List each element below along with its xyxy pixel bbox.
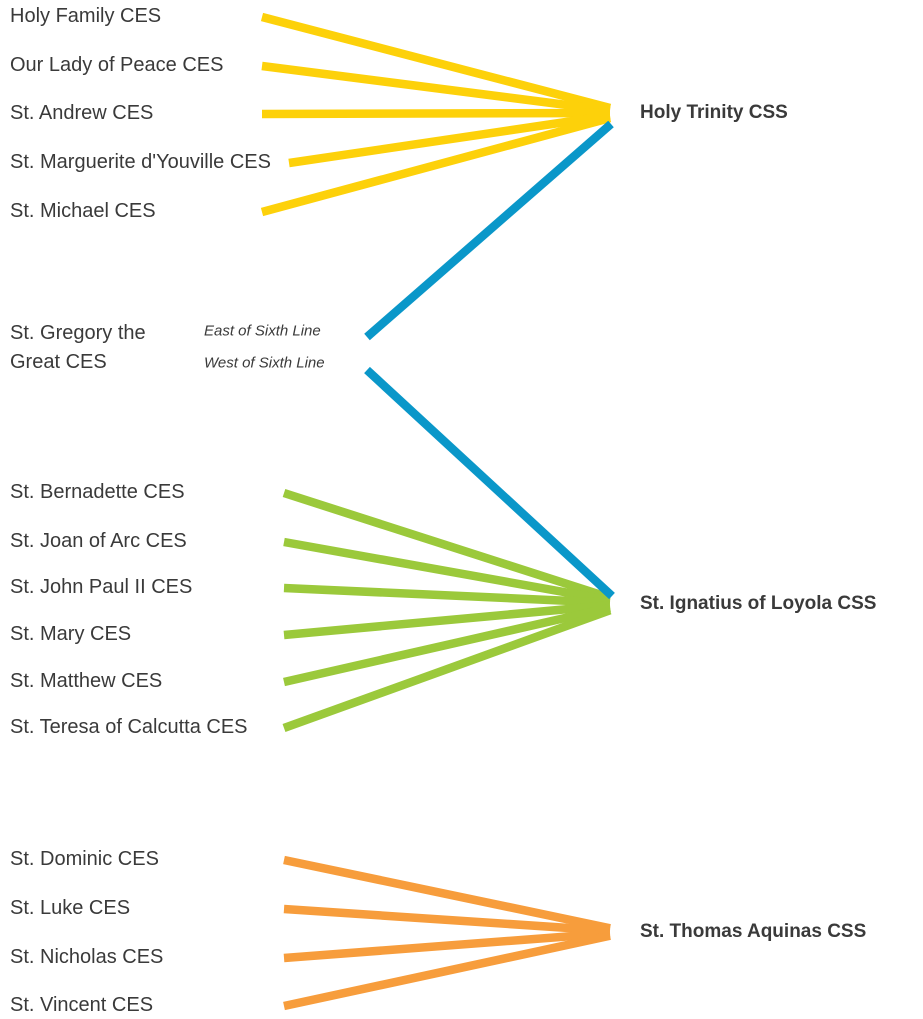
- feeder-school: St. Vincent CES: [10, 994, 154, 1016]
- feeder-school: St. Luke CES: [10, 897, 131, 919]
- target-school: St. Ignatius of Loyola CSS: [640, 593, 877, 614]
- connector: [283, 929, 611, 963]
- connector: [283, 904, 611, 935]
- feeder-school: St. Michael CES: [10, 200, 156, 222]
- feeder-school: St. Mary CES: [10, 623, 132, 645]
- feeder-school: Holy Family CES: [10, 5, 162, 27]
- connector: [260, 12, 612, 113]
- split-school: St. Gregory the Great CES: [10, 322, 146, 373]
- connector: [283, 537, 611, 605]
- feeder-school: Our Lady of Peace CES: [10, 54, 224, 76]
- connector: [261, 108, 611, 119]
- feeder-school: St. Andrew CES: [10, 102, 154, 124]
- connector: [283, 603, 611, 687]
- connector: [364, 120, 614, 341]
- feeder-school: St. Nicholas CES: [10, 946, 164, 968]
- connector: [283, 855, 611, 933]
- feeder-school: St. John Paul II CES: [10, 576, 193, 598]
- connector: [261, 61, 611, 115]
- connector: [260, 113, 612, 217]
- branch-label: West of Sixth Line: [204, 354, 325, 372]
- target-school: Holy Trinity CSS: [640, 102, 788, 123]
- connector: [282, 606, 612, 732]
- connector: [288, 111, 611, 168]
- connector: [364, 366, 615, 600]
- feeder-school: St. Joan of Arc CES: [10, 530, 187, 552]
- target-school: St. Thomas Aquinas CSS: [640, 921, 867, 942]
- feeder-school: St. Matthew CES: [10, 670, 163, 692]
- branch-label: East of Sixth Line: [204, 322, 321, 340]
- connector: [283, 583, 611, 607]
- connector: [283, 931, 611, 1011]
- connector: [283, 601, 611, 640]
- feeder-school: St. Marguerite d'Youville CES: [10, 151, 271, 173]
- feeder-school: St. Dominic CES: [10, 848, 159, 870]
- feeder-school: St. Bernadette CES: [10, 481, 185, 503]
- connector: [282, 488, 612, 602]
- feeder-school: St. Teresa of Calcutta CES: [10, 716, 248, 738]
